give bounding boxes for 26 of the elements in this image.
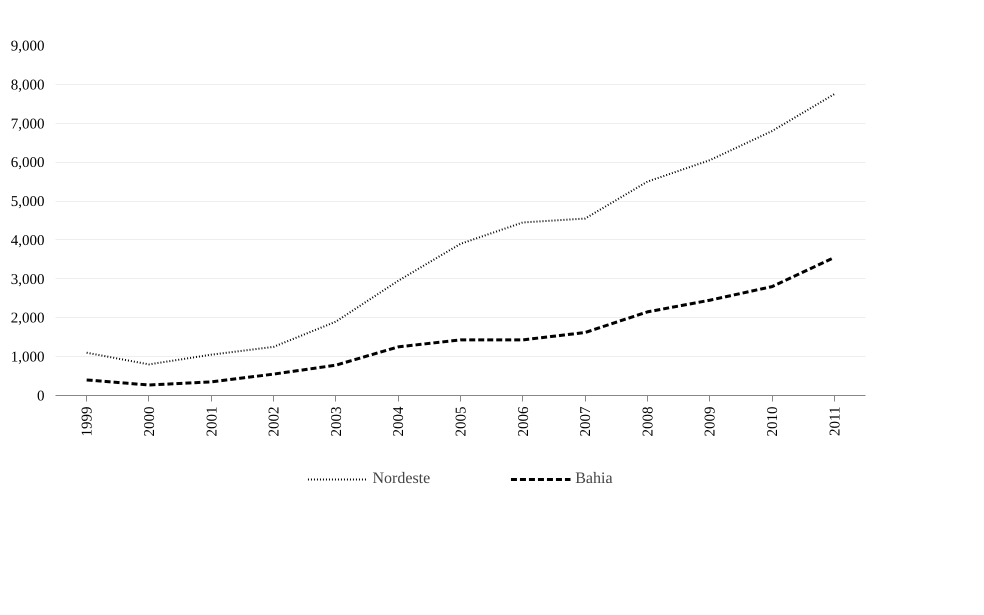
x-tick-label: 2003	[328, 406, 345, 436]
x-tick-label: 2001	[204, 406, 220, 436]
legend-label: Nordeste	[372, 470, 430, 488]
x-tick-label: 2011	[827, 406, 844, 436]
y-tick-label: 7,000	[10, 116, 44, 132]
x-tick-label: 2009	[702, 406, 719, 436]
x-tick-label: 2010	[765, 406, 782, 436]
x-tick-label: 2002	[266, 406, 283, 436]
y-tick-label: 3,000	[10, 272, 44, 288]
y-tick-label: 9,000	[10, 38, 44, 54]
x-tick-label: 2004	[391, 406, 408, 436]
y-tick-label: 0	[37, 388, 44, 404]
y-tick-label: 5,000	[10, 194, 44, 210]
x-tick-label: 2000	[142, 406, 158, 436]
x-tick-label: 2005	[454, 406, 470, 436]
x-tick-label: 2006	[516, 406, 532, 436]
y-tick-label: 8,000	[10, 77, 44, 94]
y-tick-label: 1,000	[10, 350, 44, 366]
x-tick-label: 2007	[578, 406, 594, 436]
y-tick-label: 6,000	[10, 155, 44, 172]
line-series	[86, 93, 836, 366]
y-tick-label: 2,000	[10, 310, 44, 327]
x-tick-label: 1999	[80, 406, 96, 436]
legend-label: Bahia	[575, 470, 613, 488]
y-tick-label: 4,000	[10, 232, 44, 249]
x-tick-label: 2008	[640, 406, 656, 436]
